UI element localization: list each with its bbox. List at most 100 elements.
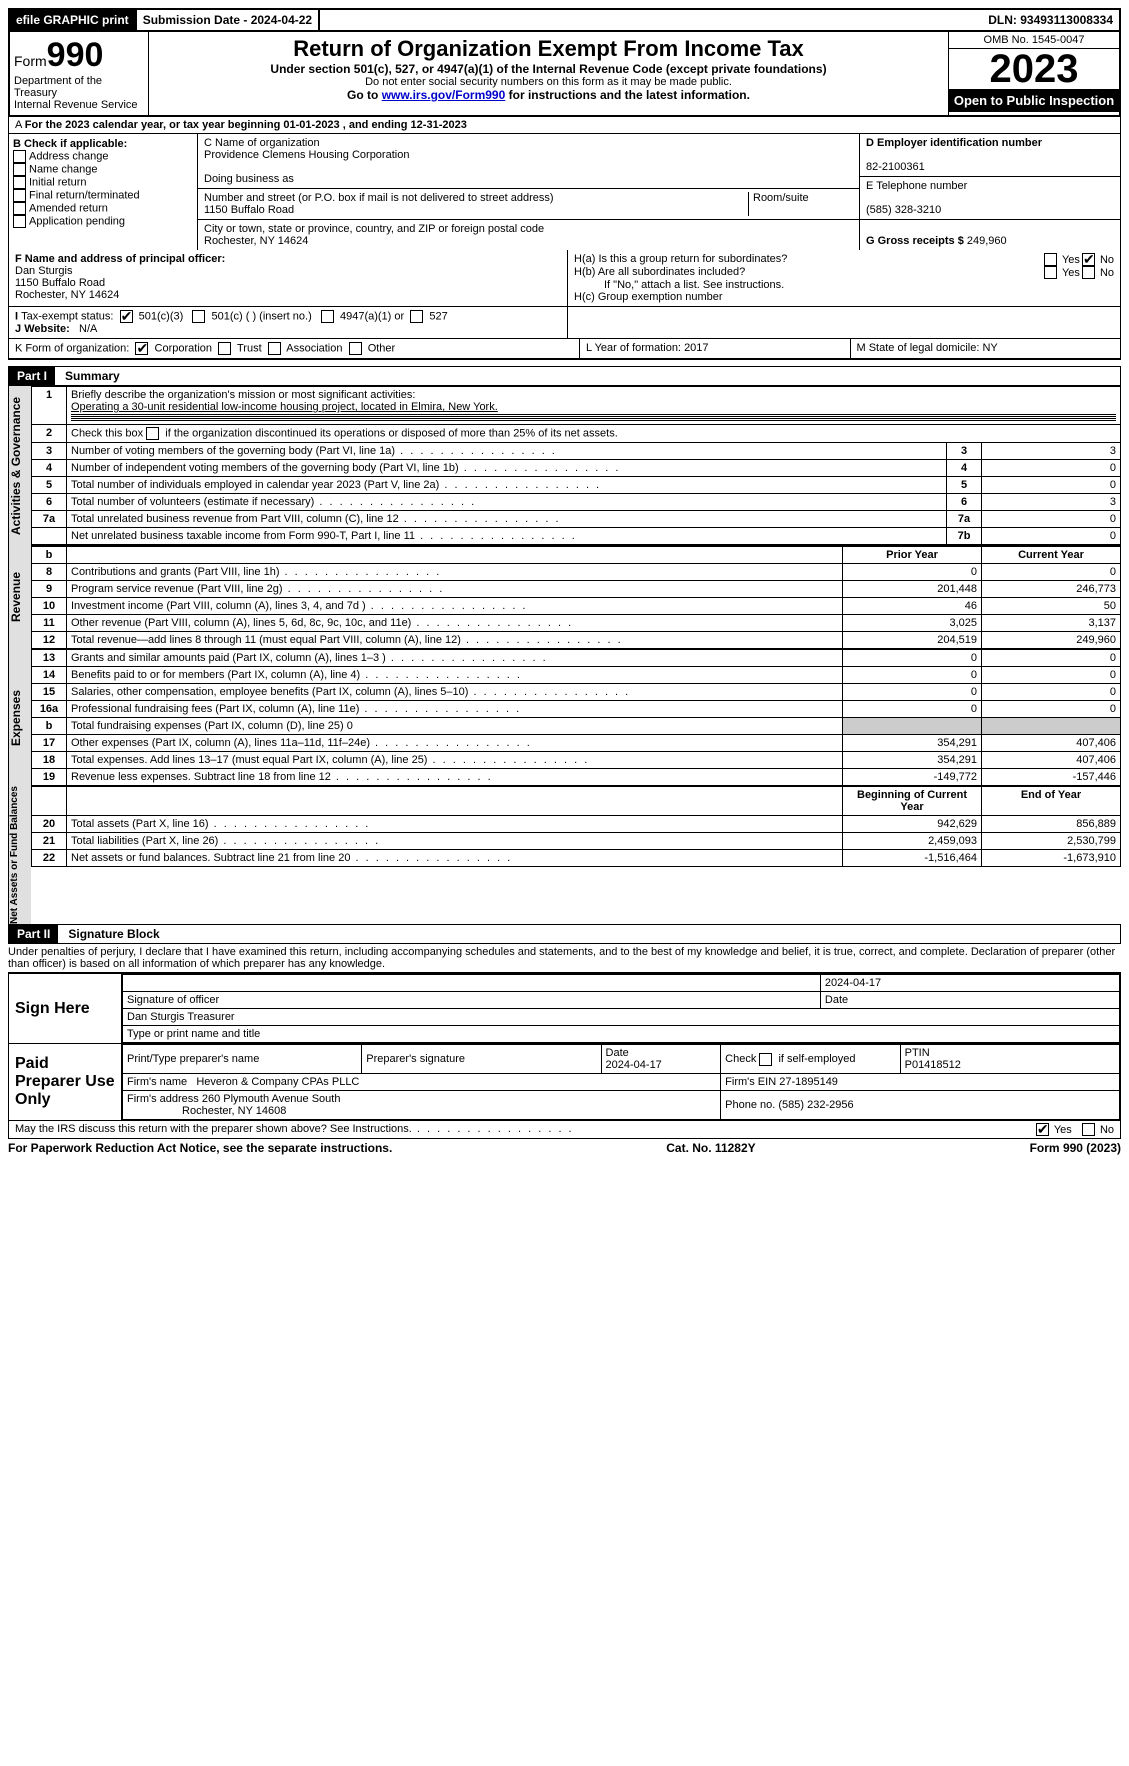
cb-hb-no[interactable] — [1082, 266, 1095, 279]
gross-value: 249,960 — [967, 235, 1007, 247]
q1-label: Briefly describe the organization's miss… — [71, 389, 415, 401]
state-domicile: NY — [982, 342, 997, 354]
phone-value: (585) 328-3210 — [866, 204, 941, 216]
exp-section: Expenses 13Grants and similar amounts pa… — [8, 649, 1121, 786]
row-a-period: A For the 2023 calendar year, or tax yea… — [8, 115, 1121, 134]
b-label: B Check if applicable: — [13, 138, 127, 150]
efile-label: efile GRAPHIC print — [10, 10, 137, 30]
side-net: Net Assets or Fund Balances — [9, 786, 31, 924]
cb-discuss-yes[interactable] — [1036, 1123, 1049, 1136]
form-title: Return of Organization Exempt From Incom… — [153, 36, 944, 62]
dba-label: Doing business as — [204, 173, 294, 185]
sign-here-label: Sign Here — [9, 974, 122, 1043]
ha-label: H(a) Is this a group return for subordin… — [574, 253, 1038, 266]
goto-line: Go to www.irs.gov/Form990 for instructio… — [153, 88, 944, 102]
net-section: Net Assets or Fund Balances Beginning of… — [8, 786, 1121, 924]
paid-preparer-label: Paid Preparer Use Only — [9, 1044, 122, 1120]
hdr-prior: Prior Year — [843, 546, 982, 564]
firm-name: Heveron & Company CPAs PLLC — [196, 1076, 359, 1088]
cb-initial-return[interactable] — [13, 176, 26, 189]
cb-address-change[interactable] — [13, 150, 26, 163]
tax-year: 2023 — [949, 49, 1119, 89]
cb-other[interactable] — [349, 342, 362, 355]
officer-name: Dan Sturgis — [15, 265, 72, 277]
officer-addr2: Rochester, NY 14624 — [15, 289, 119, 301]
gov-table: 1 Briefly describe the organization's mi… — [31, 386, 1121, 545]
cb-name-change[interactable] — [13, 163, 26, 176]
cb-4947[interactable] — [321, 310, 334, 323]
part2-header: Part II Signature Block — [8, 924, 1121, 944]
dln: DLN: 93493113008334 — [982, 10, 1119, 30]
cb-ha-no[interactable] — [1082, 253, 1095, 266]
net-table: Beginning of Current Year End of Year 20… — [31, 786, 1121, 867]
cb-corp[interactable] — [135, 342, 148, 355]
submission-date: Submission Date - 2024-04-22 — [137, 10, 320, 30]
cb-trust[interactable] — [218, 342, 231, 355]
hb-note: If "No," attach a list. See instructions… — [574, 279, 1114, 291]
col-c: C Name of organization Providence Clemen… — [198, 134, 859, 250]
k-label: K Form of organization: — [15, 342, 129, 354]
cb-501c3[interactable] — [120, 310, 133, 323]
firm-addr1: 260 Plymouth Avenue South — [202, 1093, 341, 1105]
hb-label: H(b) Are all subordinates included? — [574, 266, 1038, 279]
top-bar: efile GRAPHIC print Submission Date - 20… — [8, 8, 1121, 32]
website-value: N/A — [79, 323, 97, 335]
officer-addr1: 1150 Buffalo Road — [15, 277, 105, 289]
cb-app-pending[interactable] — [13, 215, 26, 228]
c-name-label: C Name of organization — [204, 137, 320, 149]
cb-527[interactable] — [410, 310, 423, 323]
exp-table: 13Grants and similar amounts paid (Part … — [31, 649, 1121, 786]
prep-name-hdr: Print/Type preparer's name — [123, 1045, 362, 1074]
firm-phone: (585) 232-2956 — [778, 1099, 853, 1111]
officer-name-title: Dan Sturgis Treasurer — [123, 1009, 1120, 1026]
cb-amended[interactable] — [13, 202, 26, 215]
open-inspection: Open to Public Inspection — [949, 89, 1119, 112]
cb-ha-yes[interactable] — [1044, 253, 1057, 266]
sign-date: 2024-04-17 — [820, 975, 1119, 992]
rev-table: b Prior Year Current Year 8Contributions… — [31, 545, 1121, 649]
hc-label: H(c) Group exemption number — [574, 291, 1114, 303]
cb-self-employed[interactable] — [759, 1053, 772, 1066]
date-label: Date — [820, 992, 1119, 1009]
type-name-label: Type or print name and title — [123, 1026, 1120, 1043]
firm-ein: 27-1895149 — [779, 1076, 838, 1088]
room-label: Room/suite — [749, 192, 853, 216]
city-label: City or town, state or province, country… — [204, 223, 544, 235]
discuss-row: May the IRS discuss this return with the… — [8, 1121, 1121, 1139]
sign-block: Sign Here 2024-04-17 Signature of office… — [8, 973, 1121, 1121]
mission-text: Operating a 30-unit residential low-inco… — [71, 401, 498, 413]
cb-hb-yes[interactable] — [1044, 266, 1057, 279]
prep-date: 2024-04-17 — [606, 1059, 662, 1071]
cb-discuss-no[interactable] — [1082, 1123, 1095, 1136]
addr-label: Number and street (or P.O. box if mail i… — [204, 192, 554, 204]
firm-addr2: Rochester, NY 14608 — [182, 1105, 286, 1117]
ssn-note: Do not enter social security numbers on … — [153, 76, 944, 88]
cb-final-return[interactable] — [13, 189, 26, 202]
irs-label: Internal Revenue Service — [14, 99, 144, 111]
cb-assoc[interactable] — [268, 342, 281, 355]
row-ij: I Tax-exempt status: 501(c)(3) 501(c) ( … — [8, 307, 1121, 339]
year-formation: 2017 — [684, 342, 708, 354]
f-label: F Name and address of principal officer: — [15, 253, 225, 265]
hdr-beg: Beginning of Current Year — [843, 787, 982, 816]
page-footer: For Paperwork Reduction Act Notice, see … — [8, 1139, 1121, 1155]
col-deg: D Employer identification number 82-2100… — [859, 134, 1120, 250]
i-label: Tax-exempt status: — [21, 310, 113, 322]
org-city: Rochester, NY 14624 — [204, 235, 308, 247]
form-header: Form990 Department of the Treasury Inter… — [8, 32, 1121, 115]
row-fh: F Name and address of principal officer:… — [8, 250, 1121, 307]
irs-link[interactable]: www.irs.gov/Form990 — [382, 88, 506, 102]
q2-text: Check this box if the organization disco… — [67, 425, 1121, 443]
ptin: P01418512 — [905, 1059, 961, 1071]
prep-sig-hdr: Preparer's signature — [362, 1045, 601, 1074]
penalties-text: Under penalties of perjury, I declare th… — [8, 944, 1121, 973]
rev-section: Revenue b Prior Year Current Year 8Contr… — [8, 545, 1121, 649]
phone-label: E Telephone number — [866, 180, 967, 192]
part1-header: Part I Summary — [8, 366, 1121, 386]
org-name: Providence Clemens Housing Corporation — [204, 149, 409, 161]
cb-501c[interactable] — [192, 310, 205, 323]
hdr-curr: Current Year — [982, 546, 1121, 564]
section-bcdeg: B Check if applicable: Address change Na… — [8, 134, 1121, 250]
ein-value: 82-2100361 — [866, 161, 925, 173]
cb-discontinued[interactable] — [146, 427, 159, 440]
